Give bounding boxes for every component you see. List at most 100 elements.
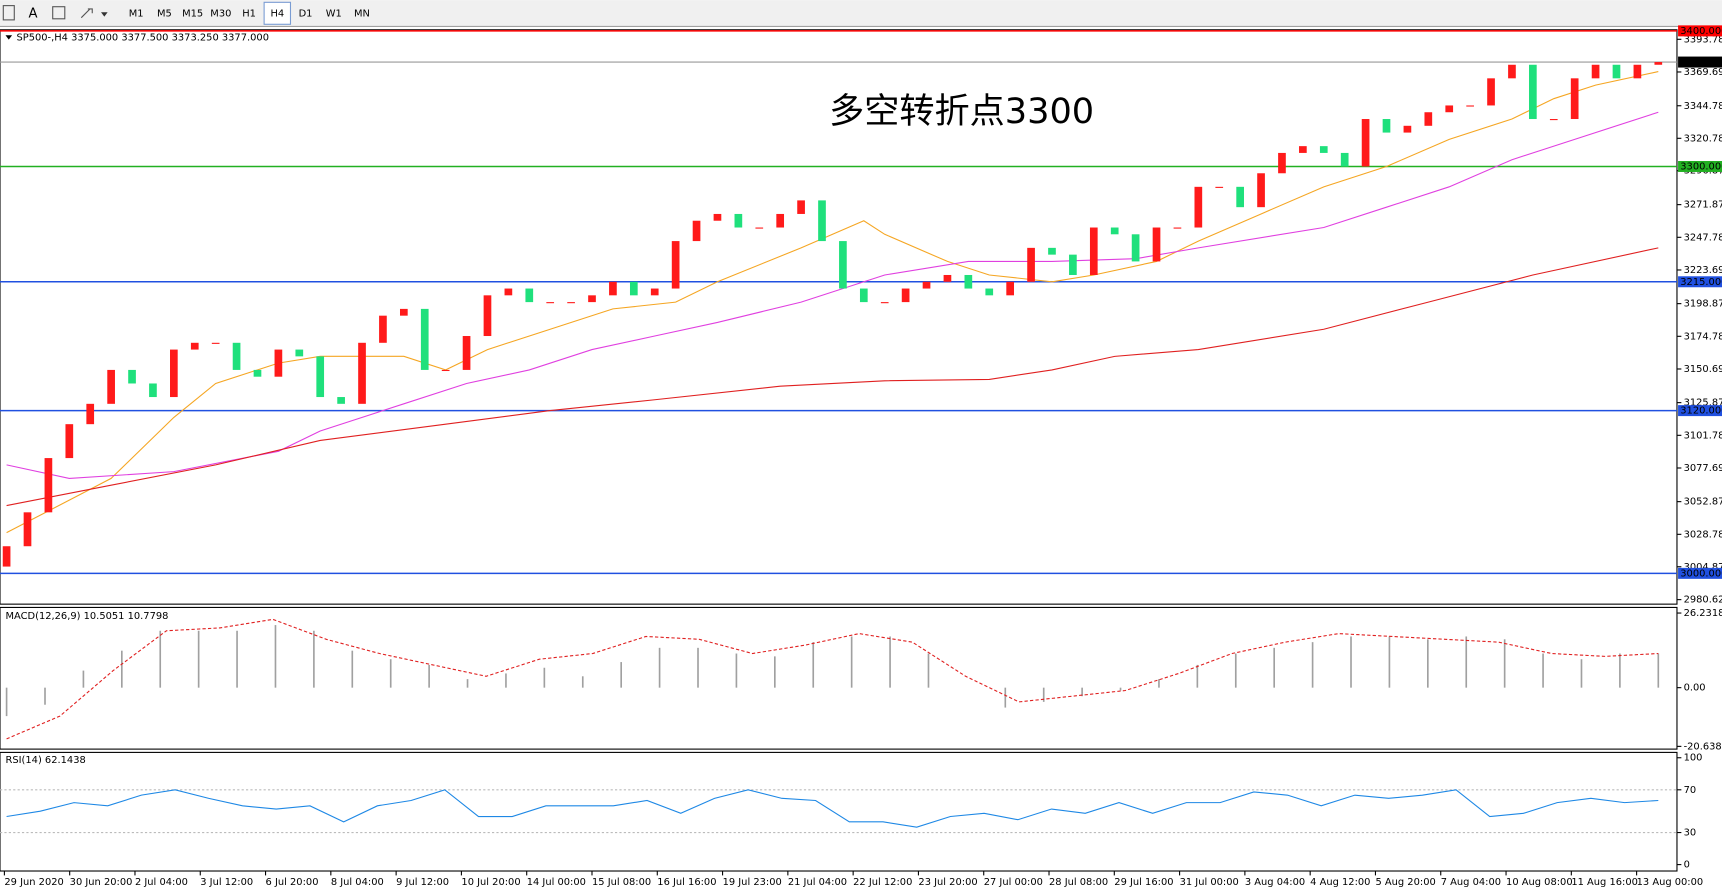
level-label-box <box>1678 405 1722 417</box>
candle <box>1069 254 1077 275</box>
x-tick-label: 13 Aug 00:00 <box>1637 877 1704 888</box>
candle <box>525 288 534 303</box>
candle <box>734 213 743 228</box>
candle <box>1340 152 1349 167</box>
candle <box>567 302 575 304</box>
candle <box>1027 247 1035 282</box>
candle <box>316 356 325 398</box>
y-tick-label: 0.00 <box>1684 683 1706 694</box>
candle <box>379 315 387 343</box>
candle <box>1152 227 1161 262</box>
y-tick-label: 100 <box>1684 753 1703 764</box>
candle <box>755 227 764 229</box>
candle <box>1654 62 1663 65</box>
candle <box>546 302 555 304</box>
chart-area <box>0 29 1722 892</box>
candle <box>253 369 262 377</box>
y-tick-label: 3004.870 <box>1684 562 1722 573</box>
level-label: 3400.000 <box>1680 26 1722 37</box>
candle <box>1403 125 1412 133</box>
candle <box>190 342 199 350</box>
y-tick-label: 3150.690 <box>1684 364 1722 375</box>
x-tick-label: 23 Jul 20:00 <box>918 877 977 888</box>
chart-menu[interactable] <box>5 35 13 40</box>
x-tick-label: 28 Jul 08:00 <box>1049 877 1108 888</box>
x-tick-label: 11 Aug 16:00 <box>1571 877 1638 888</box>
x-tick-label: 2 Jul 04:00 <box>135 877 188 888</box>
candle <box>232 342 241 370</box>
level-label: 3000.000 <box>1680 568 1722 579</box>
arrow-tool[interactable] <box>80 8 93 19</box>
candle <box>1299 146 1307 153</box>
macd-title: MACD(12,26,9) 10.5051 10.7798 <box>5 611 168 622</box>
x-tick-label: 6 Jul 20:00 <box>266 877 319 888</box>
timeframe-button[interactable]: W1 <box>326 8 342 19</box>
candle <box>274 349 283 377</box>
candle <box>65 424 74 459</box>
timeframe-button[interactable]: M5 <box>157 8 172 19</box>
x-tick-label: 21 Jul 04:00 <box>788 877 847 888</box>
timeframe-button[interactable]: MN <box>354 8 370 19</box>
candle <box>483 295 492 337</box>
candle <box>692 220 701 242</box>
level-label: 3120.000 <box>1680 406 1722 417</box>
candle <box>1382 119 1391 133</box>
candle <box>1549 119 1558 121</box>
candle <box>1194 186 1203 228</box>
candle <box>797 200 805 214</box>
timeframe-button[interactable]: H4 <box>270 8 284 19</box>
candle <box>880 302 889 304</box>
timeframe-button[interactable]: D1 <box>299 8 313 19</box>
timeframe-button[interactable]: M30 <box>210 8 231 19</box>
candle <box>1006 281 1015 296</box>
candle <box>441 369 450 372</box>
x-tick-label: 31 Jul 00:00 <box>1180 877 1239 888</box>
candle <box>1236 186 1244 208</box>
x-tick-label: 15 Jul 08:00 <box>592 877 651 888</box>
x-tick-label: 7 Aug 04:00 <box>1441 877 1501 888</box>
candle <box>776 213 785 228</box>
text-tool[interactable]: A <box>28 6 37 21</box>
y-tick-label: 3174.780 <box>1684 331 1722 342</box>
candle <box>1612 64 1621 79</box>
panel-frame <box>0 751 1678 872</box>
x-tick-label: 10 Jul 20:00 <box>461 877 520 888</box>
y-tick-label: 3198.870 <box>1684 299 1722 310</box>
y-tick-label: 2980.620 <box>1684 595 1722 606</box>
candle <box>943 274 952 282</box>
y-tick-label: 3125.870 <box>1684 398 1722 409</box>
x-tick-label: 3 Aug 04:00 <box>1245 877 1305 888</box>
level-label: 3300.000 <box>1680 161 1722 172</box>
level-label: 3215.000 <box>1680 277 1722 288</box>
annotation: 多空转折点3300 <box>829 91 1094 132</box>
x-tick-label: 14 Jul 00:00 <box>527 877 586 888</box>
candle <box>713 213 722 221</box>
x-tick-label: 27 Jul 00:00 <box>984 877 1043 888</box>
x-tick-label: 19 Jul 23:00 <box>723 877 782 888</box>
candle <box>1570 78 1579 120</box>
cursor-tool[interactable] <box>2 5 15 21</box>
timeframe-button[interactable]: M1 <box>129 8 144 19</box>
x-tick-label: 5 Aug 20:00 <box>1375 877 1435 888</box>
x-tick-label: 29 Jun 2020 <box>4 877 63 888</box>
candle <box>1173 227 1182 229</box>
timeframe-button[interactable]: H1 <box>242 8 256 19</box>
timeframe-button[interactable]: M15 <box>182 8 203 19</box>
dropdown[interactable] <box>101 12 108 17</box>
level-label: 3377.000 <box>1680 57 1722 68</box>
candle <box>1361 119 1370 167</box>
y-tick-label: 3344.780 <box>1684 101 1722 112</box>
label-tool[interactable] <box>52 6 66 20</box>
x-tick-label: 16 Jul 16:00 <box>657 877 716 888</box>
y-tick-label: 3223.690 <box>1684 265 1722 276</box>
chart-title: SP500-,H4 3375.000 3377.500 3373.250 337… <box>16 32 269 43</box>
candle <box>1278 152 1286 174</box>
candle <box>1529 64 1537 120</box>
candle <box>1110 227 1119 235</box>
candle <box>211 342 220 344</box>
candle <box>859 288 868 303</box>
active-timeframe <box>263 1 292 25</box>
y-tick-label: 3369.690 <box>1684 67 1722 78</box>
level-label-box <box>1678 567 1722 579</box>
candle <box>1048 247 1056 255</box>
